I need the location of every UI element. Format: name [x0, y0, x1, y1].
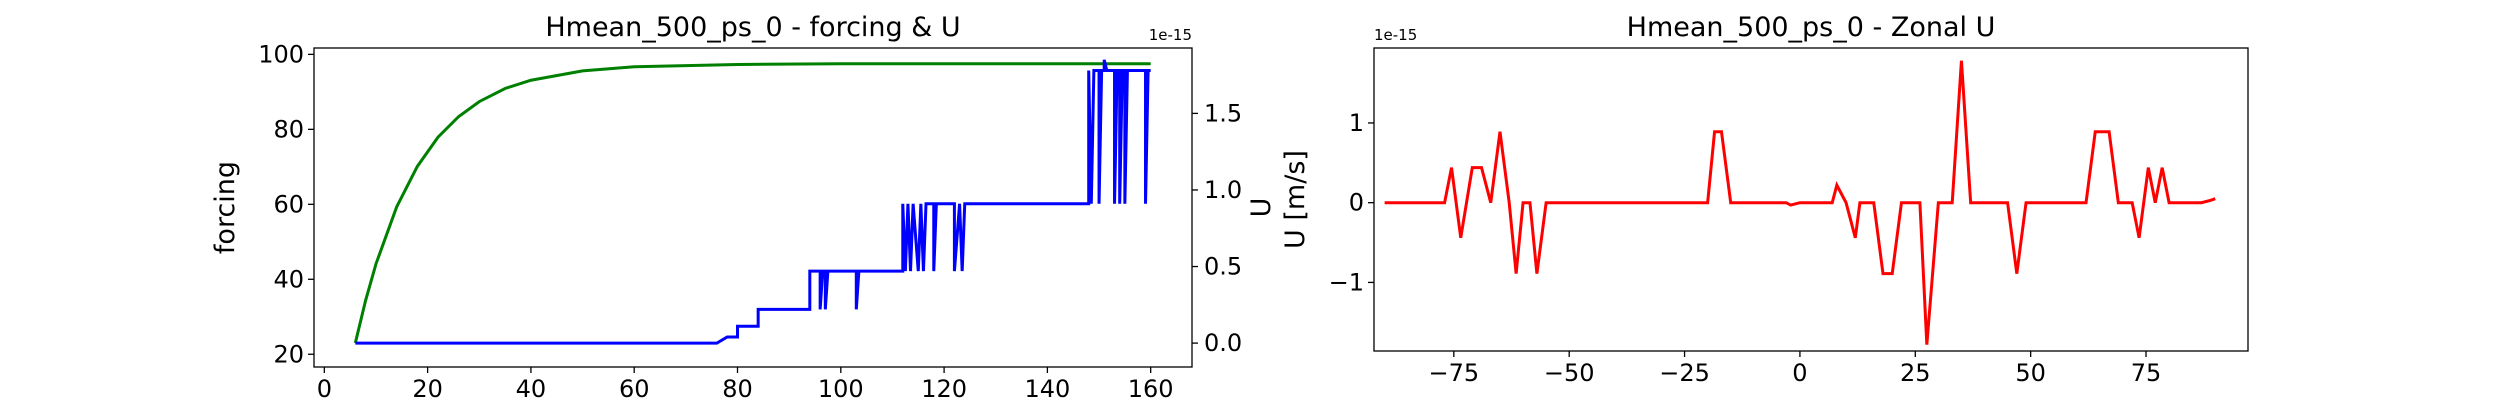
x-tick-label: −50	[1544, 359, 1595, 387]
y2-offset-label: 1e-15	[1149, 26, 1192, 44]
y-tick-label: 20	[273, 340, 304, 368]
series-line	[1384, 60, 2216, 345]
x-tick-label: 40	[516, 375, 547, 400]
x-tick-label: 0	[317, 375, 332, 400]
x-tick-label: 0	[1792, 359, 1807, 387]
y-tick-label: 80	[273, 115, 304, 143]
x-tick-label: 100	[818, 375, 864, 400]
y-tick-label: 60	[273, 190, 304, 218]
series-line	[355, 59, 1151, 345]
series-line	[353, 62, 1151, 344]
y-offset-label: 1e-15	[1374, 26, 1417, 44]
y-axis-label: forcing	[210, 161, 241, 254]
y2-tick-label: 1.5	[1204, 99, 1242, 127]
x-tick-label: −75	[1429, 359, 1480, 387]
chart-title: Hmean_500_ps_0 - Zonal U	[1627, 12, 1996, 43]
x-tick-label: 60	[619, 375, 650, 400]
y-tick-label: 100	[258, 40, 304, 68]
y2-tick-label: 0.5	[1204, 253, 1242, 281]
y2-tick-label: 0.0	[1204, 329, 1242, 357]
chart-title: Hmean_500_ps_0 - forcing & U	[545, 12, 960, 43]
x-tick-label: 120	[921, 375, 967, 400]
x-tick-label: 25	[1900, 359, 1931, 387]
y-axis-label: U [m/s]	[1280, 150, 1311, 249]
x-tick-label: 160	[1128, 375, 1174, 400]
y2-axis-label: U	[1246, 198, 1277, 218]
x-tick-label: 140	[1024, 375, 1070, 400]
x-tick-label: 75	[2131, 359, 2162, 387]
x-tick-label: 80	[722, 375, 753, 400]
y-tick-label: −1	[1329, 268, 1364, 296]
x-tick-label: 50	[2015, 359, 2046, 387]
x-tick-label: 20	[412, 375, 443, 400]
x-tick-label: −25	[1659, 359, 1710, 387]
y-tick-label: 0	[1349, 189, 1364, 217]
y-tick-label: 40	[273, 265, 304, 293]
y-tick-label: 1	[1349, 109, 1364, 137]
plot-frame	[313, 47, 1193, 368]
y2-tick-label: 1.0	[1204, 176, 1242, 204]
plot-frame	[1373, 47, 2249, 352]
